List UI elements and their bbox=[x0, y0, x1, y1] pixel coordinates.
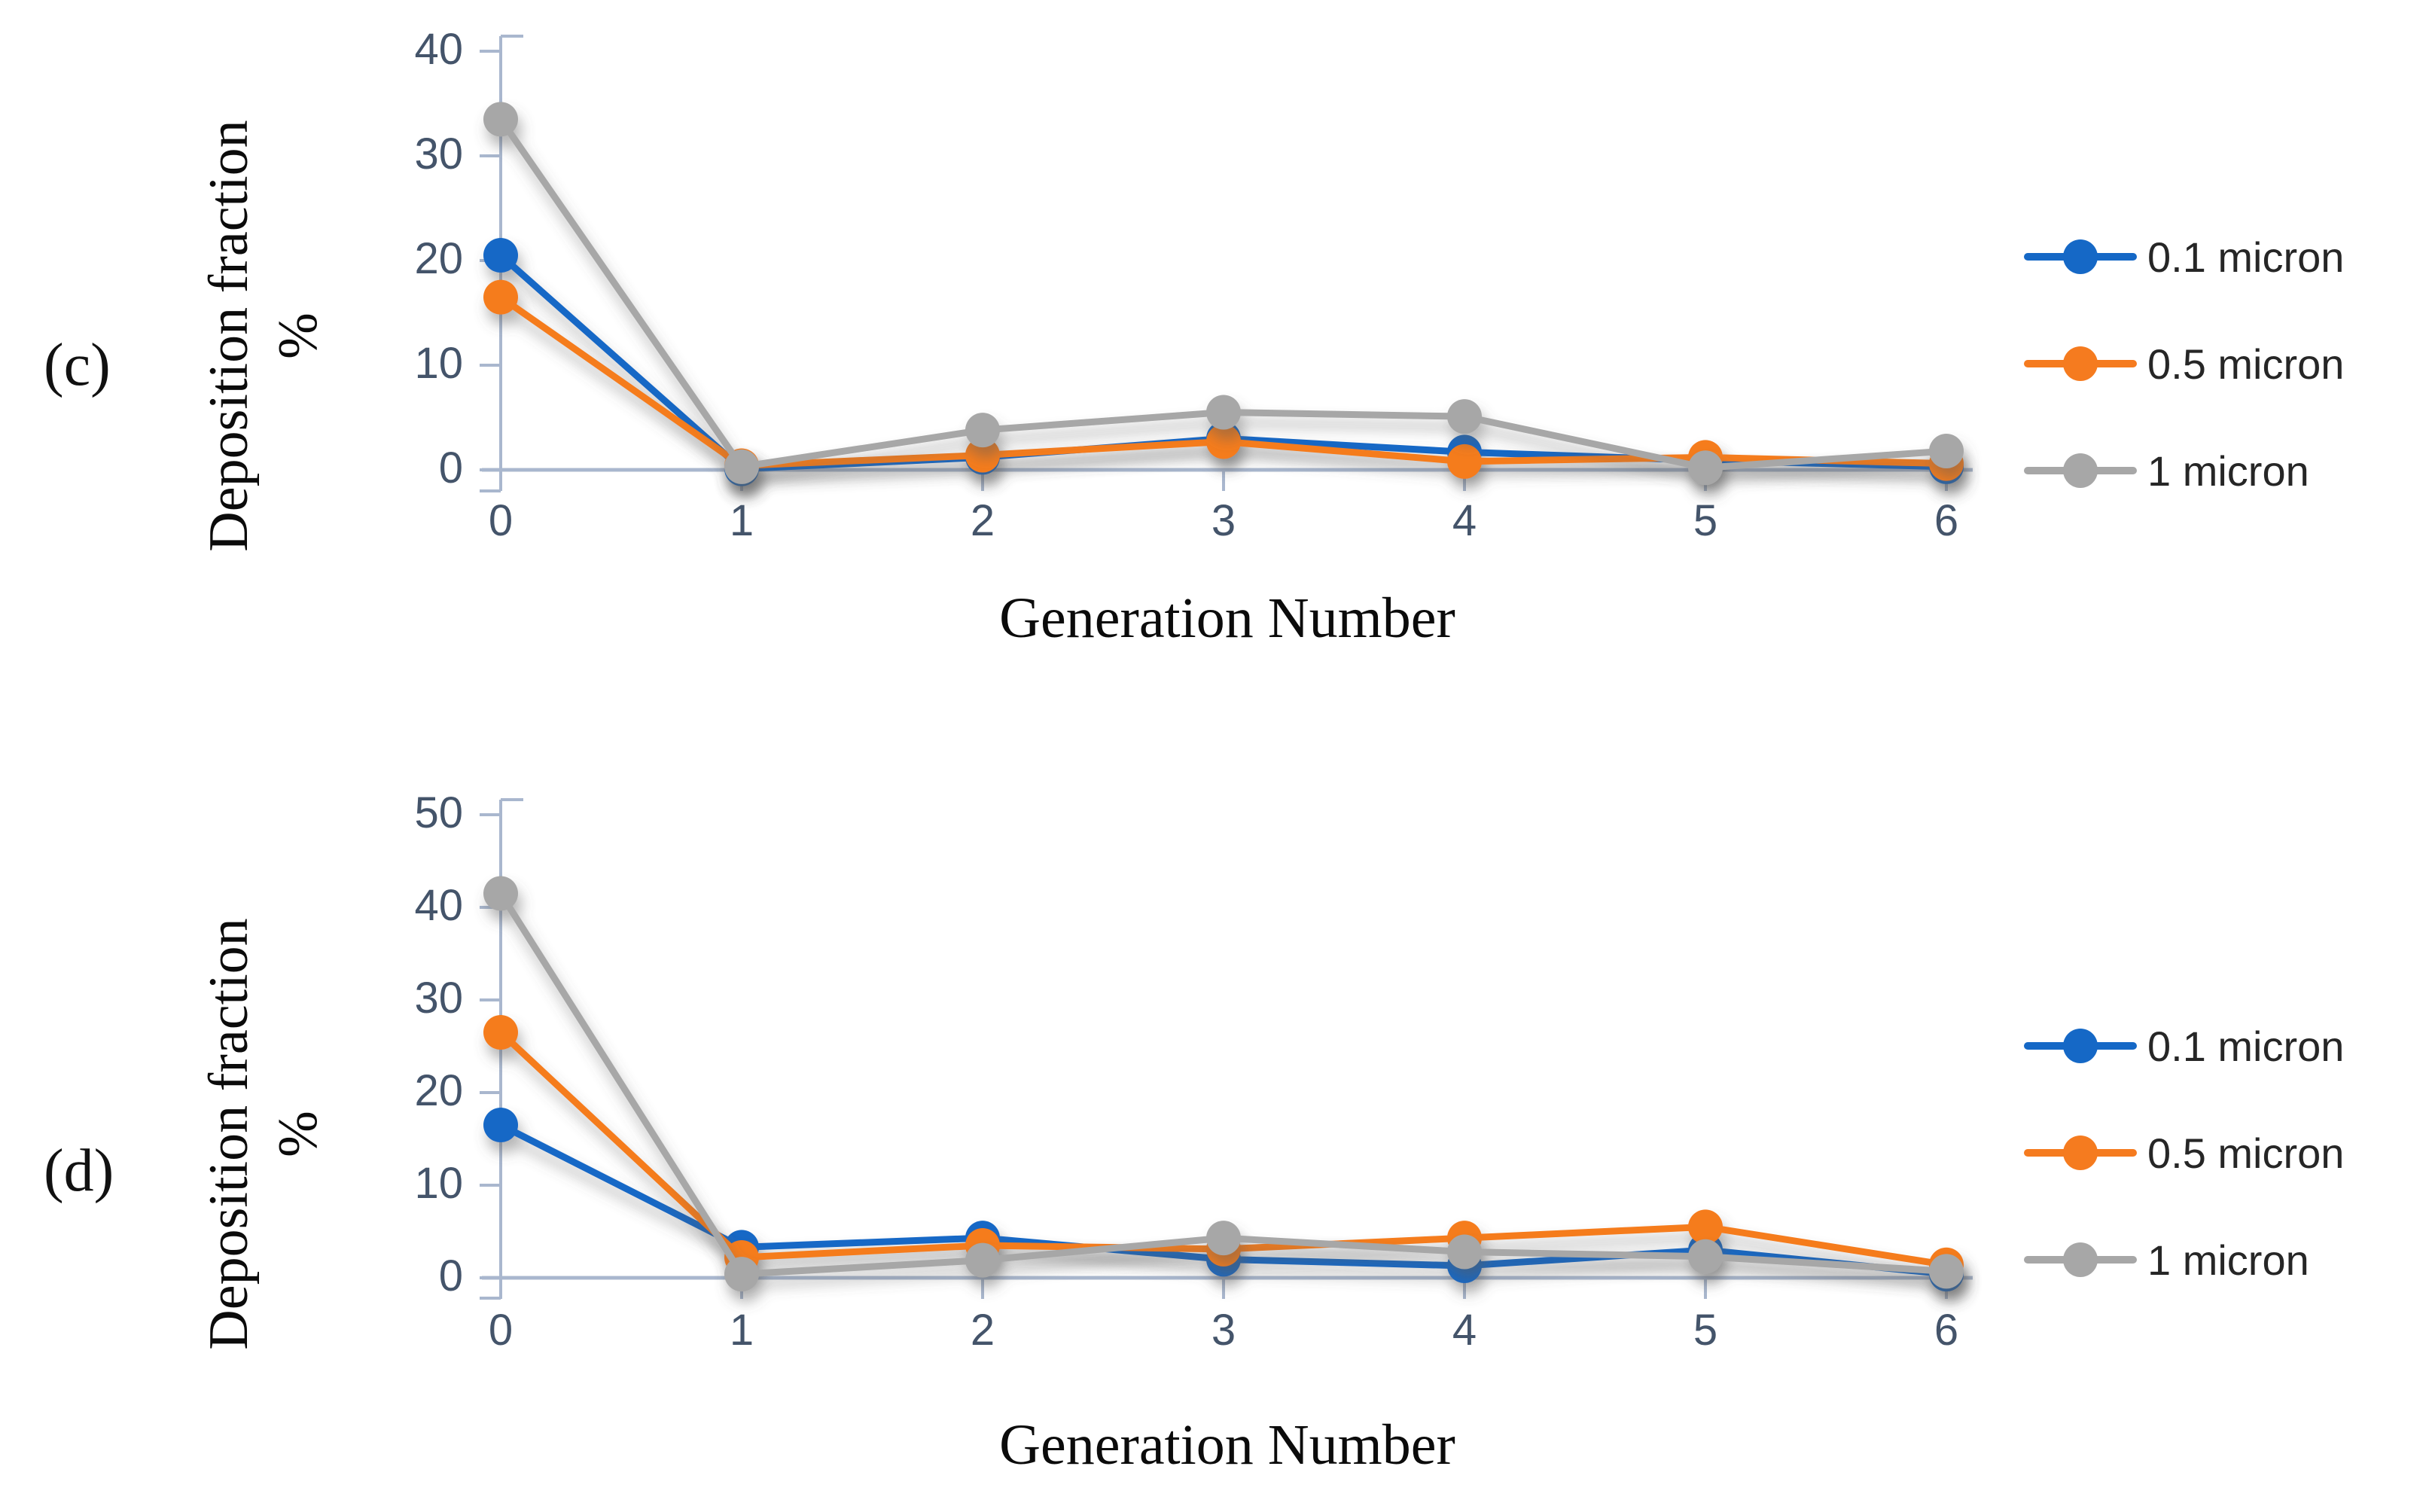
legend-item-01-micron: 0.1 micron bbox=[2024, 233, 2344, 281]
panel-d-y-axis-title-line1: Deposition fraction bbox=[198, 918, 260, 1350]
data-point-marker bbox=[965, 437, 1000, 473]
series-marker-icon bbox=[2024, 1136, 2137, 1170]
y-tick-label: 50 bbox=[414, 788, 463, 837]
panel-c-x-axis-title: Generation Number bbox=[999, 587, 1455, 650]
legend-item-1-micron: 1 micron bbox=[2024, 447, 2344, 495]
x-tick-label: 1 bbox=[729, 496, 754, 545]
panel-c-y-axis-title: Deposition fraction % bbox=[194, 0, 333, 675]
data-point-marker bbox=[1688, 1239, 1723, 1274]
data-point-marker bbox=[1206, 395, 1241, 430]
data-point-marker bbox=[1929, 1254, 1964, 1289]
x-tick-label: 6 bbox=[1934, 496, 1959, 545]
panel-d-y-axis-title-line2: % bbox=[267, 1111, 329, 1157]
data-point-marker bbox=[1447, 399, 1482, 434]
legend-item-01-micron: 0.1 micron bbox=[2024, 1023, 2344, 1070]
panel-c-legend: 0.1 micron 0.5 micron 1 micron bbox=[2024, 233, 2344, 495]
data-point-marker bbox=[1929, 433, 1964, 468]
x-tick-label: 2 bbox=[970, 496, 995, 545]
y-tick-label: 0 bbox=[438, 1251, 463, 1300]
legend-label: 0.5 micron bbox=[2147, 1129, 2345, 1177]
data-point-marker bbox=[965, 1242, 1000, 1278]
series-1-micron bbox=[483, 876, 1964, 1292]
series-marker-icon bbox=[2024, 239, 2137, 274]
y-tick-label: 20 bbox=[414, 1066, 463, 1115]
y-tick-label: 20 bbox=[414, 234, 463, 283]
series-0-5-micron bbox=[483, 279, 1964, 483]
data-point-marker bbox=[1447, 1234, 1482, 1270]
y-tick-label: 30 bbox=[414, 130, 463, 178]
panel-c-tag: (c) bbox=[44, 332, 111, 398]
legend-label: 0.1 micron bbox=[2147, 233, 2345, 281]
legend-item-05-micron: 0.5 micron bbox=[2024, 1129, 2344, 1177]
series-1-micron bbox=[483, 102, 1964, 486]
y-tick-label: 40 bbox=[414, 25, 463, 74]
data-point-marker bbox=[483, 102, 518, 137]
y-tick-label: 0 bbox=[438, 444, 463, 492]
data-point-marker bbox=[965, 413, 1000, 448]
y-tick-label: 10 bbox=[414, 339, 463, 388]
data-point-marker bbox=[483, 1108, 518, 1143]
x-tick-label: 5 bbox=[1693, 496, 1718, 545]
x-tick-label: 3 bbox=[1211, 496, 1236, 545]
x-tick-label: 0 bbox=[488, 1306, 514, 1355]
legend-label: 0.5 micron bbox=[2147, 340, 2345, 388]
data-point-marker bbox=[1688, 450, 1723, 486]
series-marker-icon bbox=[2024, 453, 2137, 488]
data-point-marker bbox=[483, 238, 518, 273]
panel-d-x-axis-title: Generation Number bbox=[999, 1413, 1455, 1477]
legend-label: 1 micron bbox=[2147, 447, 2309, 495]
y-tick-label: 10 bbox=[414, 1159, 463, 1208]
panel-d-legend: 0.1 micron 0.5 micron 1 micron bbox=[2024, 1023, 2344, 1284]
x-tick-label: 4 bbox=[1452, 1306, 1477, 1355]
data-point-marker bbox=[724, 449, 759, 484]
data-point-marker bbox=[1206, 1221, 1241, 1256]
x-tick-label: 2 bbox=[970, 1306, 995, 1355]
data-point-marker bbox=[724, 1257, 759, 1292]
panel-d-y-axis-title: Deposition fraction % bbox=[194, 795, 333, 1473]
series-marker-icon bbox=[2024, 1242, 2137, 1277]
data-point-marker bbox=[483, 876, 518, 911]
legend-item-05-micron: 0.5 micron bbox=[2024, 340, 2344, 388]
series-marker-icon bbox=[2024, 346, 2137, 381]
data-point-marker bbox=[483, 279, 518, 315]
x-tick-label: 1 bbox=[729, 1306, 754, 1355]
data-point-marker bbox=[1688, 1209, 1723, 1245]
x-tick-label: 4 bbox=[1452, 496, 1477, 545]
data-point-marker bbox=[1447, 444, 1482, 479]
x-tick-label: 0 bbox=[488, 496, 514, 545]
panel-d-tag: (d) bbox=[44, 1138, 114, 1204]
y-tick-label: 30 bbox=[414, 974, 463, 1023]
panel-c-y-axis-title-line2: % bbox=[267, 312, 329, 359]
x-tick-label: 6 bbox=[1934, 1306, 1959, 1355]
x-tick-label: 3 bbox=[1211, 1306, 1236, 1355]
legend-item-1-micron: 1 micron bbox=[2024, 1236, 2344, 1284]
x-tick-label: 5 bbox=[1693, 1306, 1718, 1355]
data-point-marker bbox=[483, 1015, 518, 1050]
legend-label: 0.1 micron bbox=[2147, 1022, 2345, 1070]
panel-c-y-axis-title-line1: Deposition fraction bbox=[198, 120, 260, 552]
series-marker-icon bbox=[2024, 1029, 2137, 1063]
series-line bbox=[498, 892, 1947, 1278]
legend-label: 1 micron bbox=[2147, 1236, 2309, 1284]
y-tick-label: 40 bbox=[414, 881, 463, 930]
data-point-marker bbox=[1206, 424, 1241, 459]
